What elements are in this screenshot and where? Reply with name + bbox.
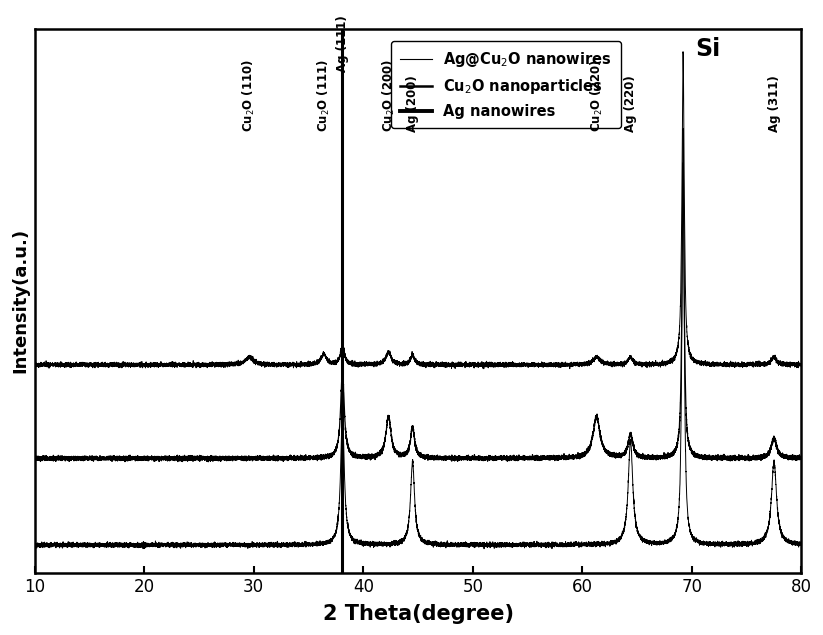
Legend: Ag@Cu$_2$O nanowires, Cu$_2$O nanoparticles, Ag nanowires: Ag@Cu$_2$O nanowires, Cu$_2$O nanopartic… bbox=[391, 41, 621, 128]
X-axis label: 2 Theta(degree): 2 Theta(degree) bbox=[323, 604, 514, 624]
Text: Cu$_2$O (110): Cu$_2$O (110) bbox=[241, 59, 258, 132]
Text: Cu$_2$O (220): Cu$_2$O (220) bbox=[588, 59, 605, 132]
Text: Ag (220): Ag (220) bbox=[624, 76, 637, 132]
Text: Cu$_2$O (111): Cu$_2$O (111) bbox=[316, 59, 332, 132]
Text: Si: Si bbox=[695, 37, 720, 61]
Y-axis label: Intensity(a.u.): Intensity(a.u.) bbox=[12, 228, 29, 373]
Text: Ag (200): Ag (200) bbox=[406, 76, 419, 132]
Text: Cu$_2$O (200): Cu$_2$O (200) bbox=[380, 59, 397, 132]
Text: Ag (311): Ag (311) bbox=[768, 76, 780, 132]
Text: Ag (111): Ag (111) bbox=[336, 15, 349, 72]
